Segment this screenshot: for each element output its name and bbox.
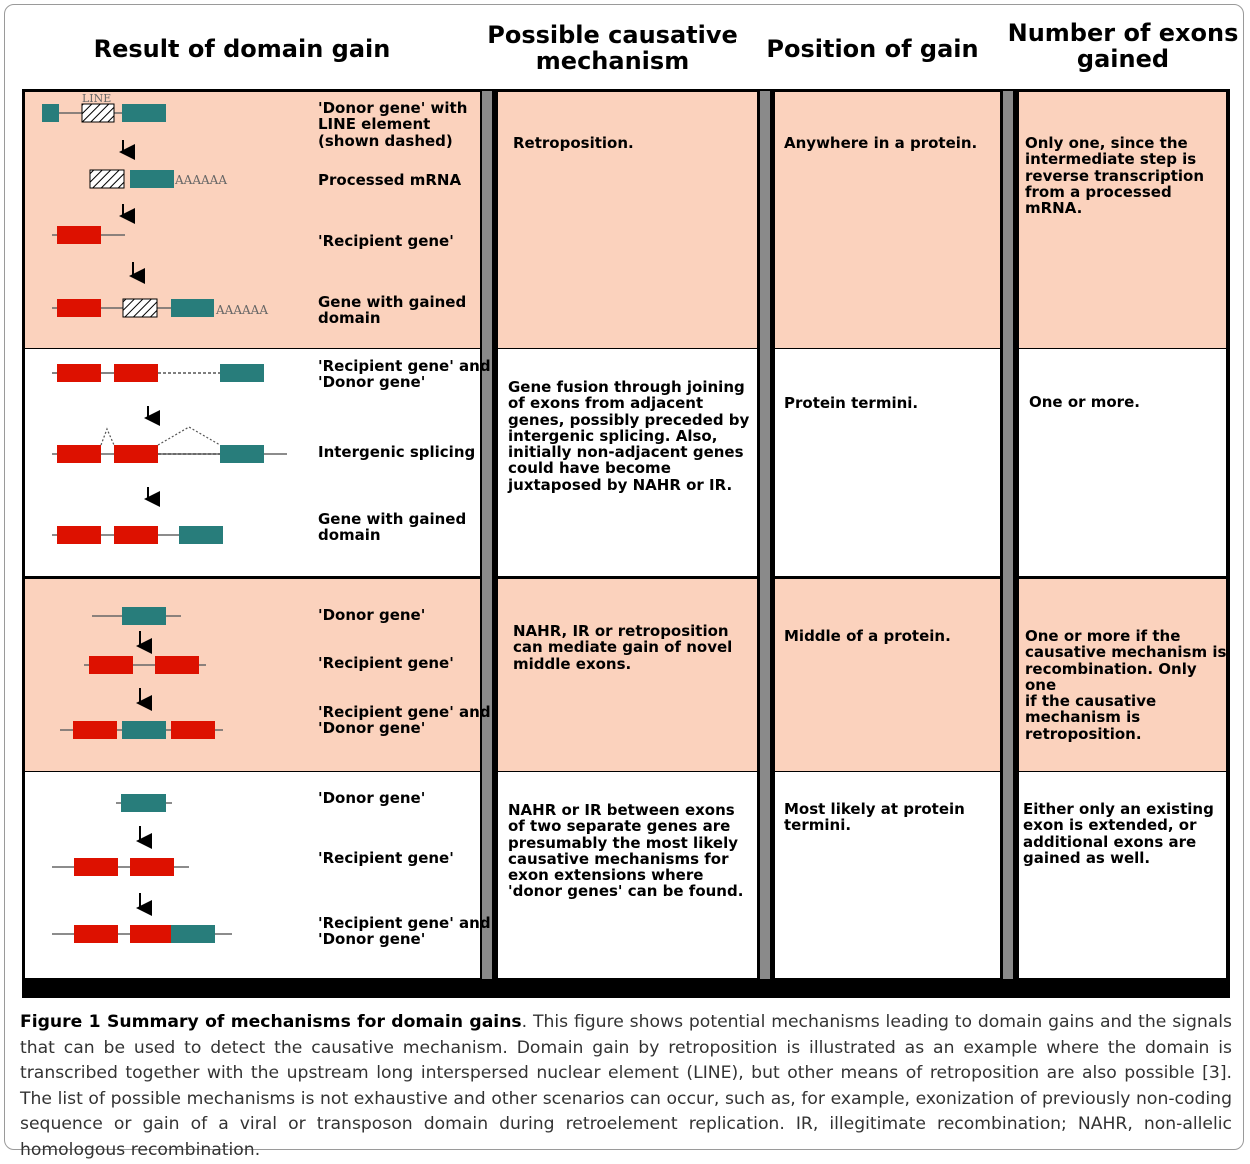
caption-text: . This figure shows potential mechanisms…	[20, 1012, 1233, 1160]
figure-caption: Figure 1 Summary of mechanisms for domai…	[20, 1010, 1232, 1164]
row3-position: Middle of a protein.	[784, 627, 951, 645]
polya-tail: AAAAAA	[215, 303, 268, 317]
header-mechanism: Possible causative mechanism	[487, 21, 738, 75]
row3-label-3: 'Recipient gene' and 'Donor gene'	[318, 703, 491, 738]
row1-exons: Only one, since the intermediate step is…	[1025, 134, 1205, 218]
line-element	[122, 298, 158, 318]
column-separator	[482, 91, 492, 979]
row3-mechanism: NAHR, IR or retroposition can mediate ga…	[513, 622, 733, 673]
row3-mechanism-cell	[498, 579, 757, 771]
row4-position: Most likely at protein termini.	[784, 800, 965, 835]
recipient-exon	[114, 445, 158, 463]
row2-exons: One or more.	[1029, 393, 1140, 411]
caption-label: Figure 1 Summary of mechanisms for domai…	[20, 1012, 522, 1032]
donor-exon	[220, 364, 264, 382]
row3-exons-cell	[1019, 579, 1226, 771]
header-result: Result of domain gain	[93, 35, 391, 63]
row1-label-4: Gene with gained domain	[318, 293, 467, 328]
row1-position-cell	[775, 92, 1000, 348]
line-element	[81, 103, 115, 123]
polya-tail: AAAAAA	[174, 173, 227, 187]
row4-mechanism-cell	[498, 772, 757, 978]
row2-label-3: Gene with gained domain	[318, 510, 467, 545]
donor-exon	[220, 445, 264, 463]
line-label: LINE	[82, 92, 111, 105]
mechanism-table: Retroposition. Anywhere in a protein. On…	[22, 89, 1230, 998]
donor-exon	[171, 925, 215, 943]
recipient-exon	[130, 925, 171, 943]
row4-label-2: 'Recipient gene'	[318, 849, 454, 867]
splice-junction	[100, 427, 115, 446]
row4-exons-cell	[1019, 772, 1226, 978]
recipient-exon	[114, 526, 158, 544]
row1-label-3: 'Recipient gene'	[318, 232, 454, 250]
row4-mechanism: NAHR or IR between exons of two separate…	[508, 801, 744, 901]
line-element	[89, 169, 125, 189]
row2-label-1: 'Recipient gene' and 'Donor gene'	[318, 357, 491, 392]
donor-exon	[171, 299, 214, 317]
row2-position: Protein termini.	[784, 394, 919, 412]
row2-mechanism-cell	[498, 349, 757, 576]
row2-label-2: Intergenic splicing	[318, 443, 476, 461]
splice-junction	[157, 426, 221, 446]
row3-label-2: 'Recipient gene'	[318, 654, 454, 672]
row4-exons: Either only an existing exon is extended…	[1023, 800, 1214, 867]
row3-exons: One or more if the causative mechanism i…	[1025, 627, 1227, 743]
recipient-exon	[130, 858, 174, 876]
row4-position-cell	[775, 772, 1000, 978]
row1-exons-cell	[1019, 92, 1226, 348]
donor-exon	[179, 526, 223, 544]
row4-label-3: 'Recipient gene' and 'Donor gene'	[318, 914, 491, 949]
donor-exon	[122, 104, 166, 122]
recipient-exon	[57, 299, 101, 317]
recipient-exon	[74, 858, 118, 876]
row1-mechanism-cell	[498, 92, 757, 348]
row2-mechanism: Gene fusion through joining of exons fro…	[508, 378, 750, 494]
recipient-exon	[171, 721, 215, 739]
row4-label-1: 'Donor gene'	[318, 789, 426, 807]
recipient-exon	[155, 656, 199, 674]
donor-exon	[122, 721, 166, 739]
donor-exon	[42, 104, 59, 122]
recipient-exon	[57, 445, 101, 463]
donor-exon	[130, 170, 174, 188]
recipient-exon	[89, 656, 133, 674]
header-position: Position of gain	[766, 35, 979, 63]
recipient-exon	[114, 364, 158, 382]
recipient-exon	[57, 364, 101, 382]
recipient-exon	[57, 226, 101, 244]
figure-frame	[4, 4, 1244, 1150]
row1-mechanism: Retroposition.	[513, 134, 634, 152]
donor-exon	[122, 607, 166, 625]
row2-position-cell	[775, 349, 1000, 576]
recipient-exon	[74, 925, 118, 943]
row3-position-cell	[775, 579, 1000, 771]
column-separator	[760, 91, 770, 979]
row2-exons-cell	[1019, 349, 1226, 576]
header-exons: Number of exons gained	[1007, 19, 1239, 73]
recipient-exon	[57, 526, 101, 544]
column-separator	[1003, 91, 1013, 979]
row1-label-2: Processed mRNA	[318, 171, 462, 189]
donor-exon	[121, 794, 166, 812]
row3-label-1: 'Donor gene'	[318, 606, 426, 624]
recipient-exon	[73, 721, 117, 739]
row1-label-1: 'Donor gene' with LINE element (shown da…	[318, 99, 468, 150]
row1-position: Anywhere in a protein.	[784, 134, 978, 152]
